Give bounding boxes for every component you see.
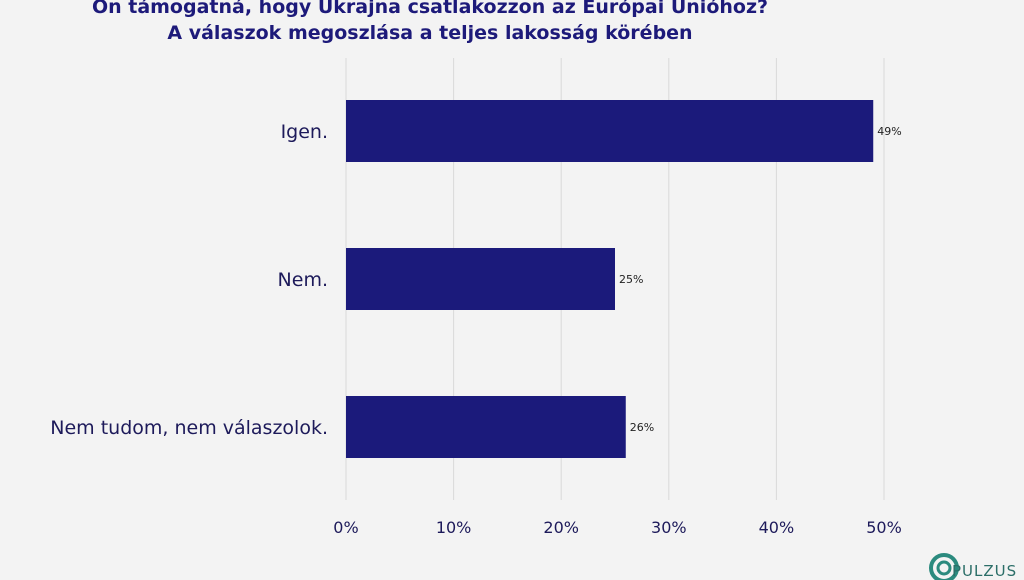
logo-icon <box>929 553 959 580</box>
category-label-0: Igen. <box>281 121 328 143</box>
x-tick-label-10: 10% <box>436 518 472 537</box>
x-tick-label-0: 0% <box>333 518 358 537</box>
x-tick-label-20: 20% <box>543 518 579 537</box>
bar-1 <box>346 248 615 310</box>
data-label-2: 26% <box>630 421 654 434</box>
logo-text: PULZUS <box>952 562 1018 580</box>
x-tick-label-50: 50% <box>866 518 902 537</box>
pulzus-logo: PULZUS <box>926 548 1024 580</box>
data-label-1: 25% <box>619 273 643 286</box>
category-label-2: Nem tudom, nem válaszolok. <box>50 417 328 439</box>
x-tick-label-30: 30% <box>651 518 687 537</box>
data-label-0: 49% <box>877 125 901 138</box>
chart-subtitle: A válaszok megoszlása a teljes lakosság … <box>167 22 693 44</box>
x-tick-label-40: 40% <box>759 518 795 537</box>
category-label-1: Nem. <box>278 269 328 291</box>
bar-2 <box>346 396 626 458</box>
chart-title: Ön támogatná, hogy Ukrajna csatlakozzon … <box>91 0 769 18</box>
bar-0 <box>346 100 874 162</box>
